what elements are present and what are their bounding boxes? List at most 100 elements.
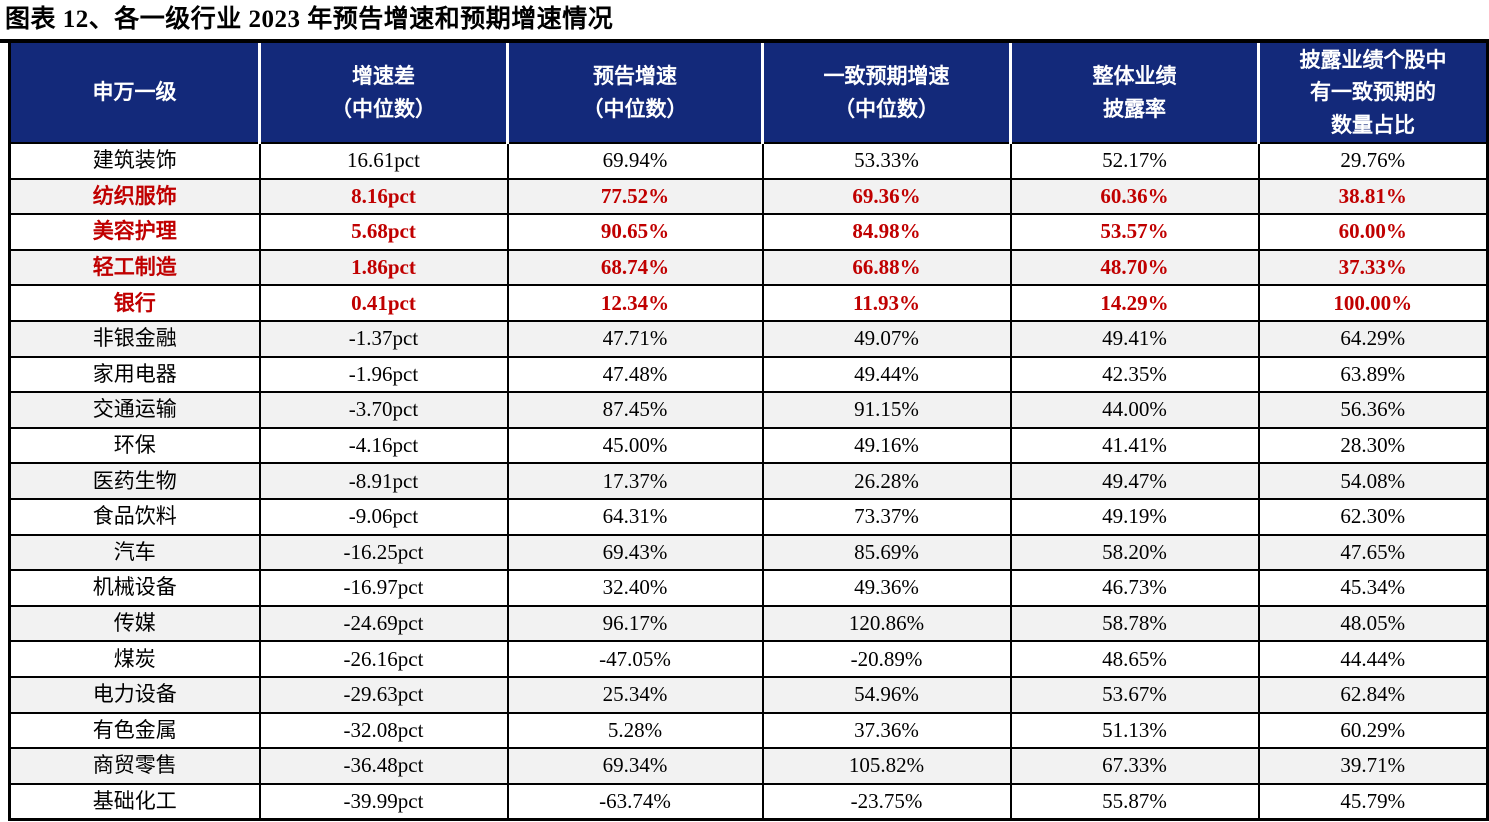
table-row: 轻工制造 1.86pct 68.74% 66.88% 48.70% 37.33% [8, 248, 1489, 287]
consensus-growth-cell: 84.98% [761, 213, 1012, 251]
table-row: 机械设备 -16.97pct 32.40% 49.36% 46.73% 45.3… [8, 569, 1489, 607]
forecast-growth-cell: 47.48% [506, 355, 764, 394]
title-divider [0, 39, 1489, 43]
consensus-growth-cell: 54.96% [761, 675, 1012, 714]
consensus-growth-cell: 85.69% [761, 533, 1012, 572]
disclosure-rate-cell: 58.78% [1009, 604, 1260, 643]
consensus-growth-cell: -20.89% [761, 640, 1012, 678]
table-row: 非银金融 -1.37pct 47.71% 49.07% 49.41% 64.29… [8, 319, 1489, 358]
header-consensus-coverage: 披露业绩个股中 有一致预期的 数量占比 [1257, 43, 1488, 144]
disclosure-rate-cell: 44.00% [1009, 391, 1260, 429]
table-row: 电力设备 -29.63pct 25.34% 54.96% 53.67% 62.8… [8, 675, 1489, 714]
disclosure-rate-cell: 49.41% [1009, 319, 1260, 358]
forecast-growth-cell: 32.40% [506, 569, 764, 607]
consensus-coverage-cell: 45.79% [1257, 782, 1489, 821]
disclosure-rate-cell: 48.70% [1009, 248, 1260, 287]
disclosure-rate-cell: 48.65% [1009, 640, 1260, 678]
forecast-growth-cell: -47.05% [506, 640, 764, 678]
growth-gap-cell: -36.48pct [258, 747, 509, 785]
forecast-growth-cell: 17.37% [506, 462, 764, 500]
consensus-coverage-cell: 45.34% [1257, 569, 1489, 607]
forecast-growth-cell: 69.43% [506, 533, 764, 572]
industry-cell: 非银金融 [8, 319, 261, 358]
disclosure-rate-cell: 60.36% [1009, 177, 1260, 216]
growth-gap-cell: 0.41pct [258, 284, 509, 322]
consensus-coverage-cell: 54.08% [1257, 462, 1489, 500]
consensus-growth-cell: 26.28% [761, 462, 1012, 500]
table-row: 传媒 -24.69pct 96.17% 120.86% 58.78% 48.05… [8, 604, 1489, 643]
industry-cell: 银行 [8, 284, 261, 322]
industry-cell: 轻工制造 [8, 248, 261, 287]
consensus-growth-cell: 49.36% [761, 569, 1012, 607]
consensus-growth-cell: 37.36% [761, 711, 1012, 750]
forecast-growth-cell: 68.74% [506, 248, 764, 287]
header-consensus-growth: 一致预期增速 （中位数） [761, 43, 1011, 144]
consensus-coverage-cell: 60.00% [1257, 213, 1489, 251]
consensus-growth-cell: -23.75% [761, 782, 1012, 821]
disclosure-rate-cell: 49.47% [1009, 462, 1260, 500]
disclosure-rate-cell: 14.29% [1009, 284, 1260, 322]
consensus-coverage-cell: 56.36% [1257, 391, 1489, 429]
industry-cell: 传媒 [8, 604, 261, 643]
table-row: 医药生物 -8.91pct 17.37% 26.28% 49.47% 54.08… [8, 462, 1489, 500]
industry-cell: 基础化工 [8, 782, 261, 821]
table-row: 有色金属 -32.08pct 5.28% 37.36% 51.13% 60.29… [8, 711, 1489, 750]
disclosure-rate-cell: 42.35% [1009, 355, 1260, 394]
figure-title: 图表 12、各一级行业 2023 年预告增速和预期增速情况 [5, 6, 614, 33]
disclosure-rate-cell: 58.20% [1009, 533, 1260, 572]
growth-gap-cell: -24.69pct [258, 604, 509, 643]
consensus-coverage-cell: 62.84% [1257, 675, 1489, 714]
industry-growth-table: 申万一级 增速差 （中位数） 预告增速 （中位数） 一致预期增速 （中位数） 整… [8, 43, 1489, 821]
forecast-growth-cell: 45.00% [506, 426, 764, 465]
disclosure-rate-cell: 46.73% [1009, 569, 1260, 607]
forecast-growth-cell: 5.28% [506, 711, 764, 750]
consensus-growth-cell: 49.16% [761, 426, 1012, 465]
consensus-growth-cell: 69.36% [761, 177, 1012, 216]
consensus-coverage-cell: 48.05% [1257, 604, 1489, 643]
consensus-coverage-cell: 38.81% [1257, 177, 1489, 216]
consensus-growth-cell: 49.07% [761, 319, 1012, 358]
forecast-growth-cell: 47.71% [506, 319, 764, 358]
industry-cell: 电力设备 [8, 675, 261, 714]
table-row: 食品饮料 -9.06pct 64.31% 73.37% 49.19% 62.30… [8, 497, 1489, 536]
industry-cell: 建筑装饰 [8, 142, 261, 180]
growth-gap-cell: -26.16pct [258, 640, 509, 678]
header-row: 申万一级 增速差 （中位数） 预告增速 （中位数） 一致预期增速 （中位数） 整… [9, 43, 1488, 144]
industry-cell: 美容护理 [8, 213, 261, 251]
growth-gap-cell: 16.61pct [258, 142, 509, 180]
industry-cell: 商贸零售 [8, 747, 261, 785]
consensus-growth-cell: 120.86% [761, 604, 1012, 643]
industry-cell: 煤炭 [8, 640, 261, 678]
table-row: 汽车 -16.25pct 69.43% 85.69% 58.20% 47.65% [8, 533, 1489, 572]
industry-cell: 机械设备 [8, 569, 261, 607]
industry-cell: 医药生物 [8, 462, 261, 500]
consensus-coverage-cell: 60.29% [1257, 711, 1489, 750]
growth-gap-cell: -32.08pct [258, 711, 509, 750]
forecast-growth-cell: 12.34% [506, 284, 764, 322]
forecast-growth-cell: 64.31% [506, 497, 764, 536]
consensus-coverage-cell: 37.33% [1257, 248, 1489, 287]
growth-gap-cell: -29.63pct [258, 675, 509, 714]
disclosure-rate-cell: 49.19% [1009, 497, 1260, 536]
consensus-coverage-cell: 100.00% [1257, 284, 1489, 322]
table-row: 银行 0.41pct 12.34% 11.93% 14.29% 100.00% [8, 284, 1489, 322]
consensus-growth-cell: 91.15% [761, 391, 1012, 429]
forecast-growth-cell: 77.52% [506, 177, 764, 216]
growth-gap-cell: -1.37pct [258, 319, 509, 358]
industry-cell: 环保 [8, 426, 261, 465]
consensus-coverage-cell: 47.65% [1257, 533, 1489, 572]
consensus-growth-cell: 73.37% [761, 497, 1012, 536]
consensus-growth-cell: 11.93% [761, 284, 1012, 322]
forecast-growth-cell: 87.45% [506, 391, 764, 429]
growth-gap-cell: -3.70pct [258, 391, 509, 429]
table-row: 煤炭 -26.16pct -47.05% -20.89% 48.65% 44.4… [8, 640, 1489, 678]
table-row: 美容护理 5.68pct 90.65% 84.98% 53.57% 60.00% [8, 213, 1489, 251]
consensus-coverage-cell: 64.29% [1257, 319, 1489, 358]
forecast-growth-cell: -63.74% [506, 782, 764, 821]
table-row: 环保 -4.16pct 45.00% 49.16% 41.41% 28.30% [8, 426, 1489, 465]
consensus-growth-cell: 49.44% [761, 355, 1012, 394]
disclosure-rate-cell: 67.33% [1009, 747, 1260, 785]
disclosure-rate-cell: 51.13% [1009, 711, 1260, 750]
growth-gap-cell: 1.86pct [258, 248, 509, 287]
forecast-growth-cell: 96.17% [506, 604, 764, 643]
